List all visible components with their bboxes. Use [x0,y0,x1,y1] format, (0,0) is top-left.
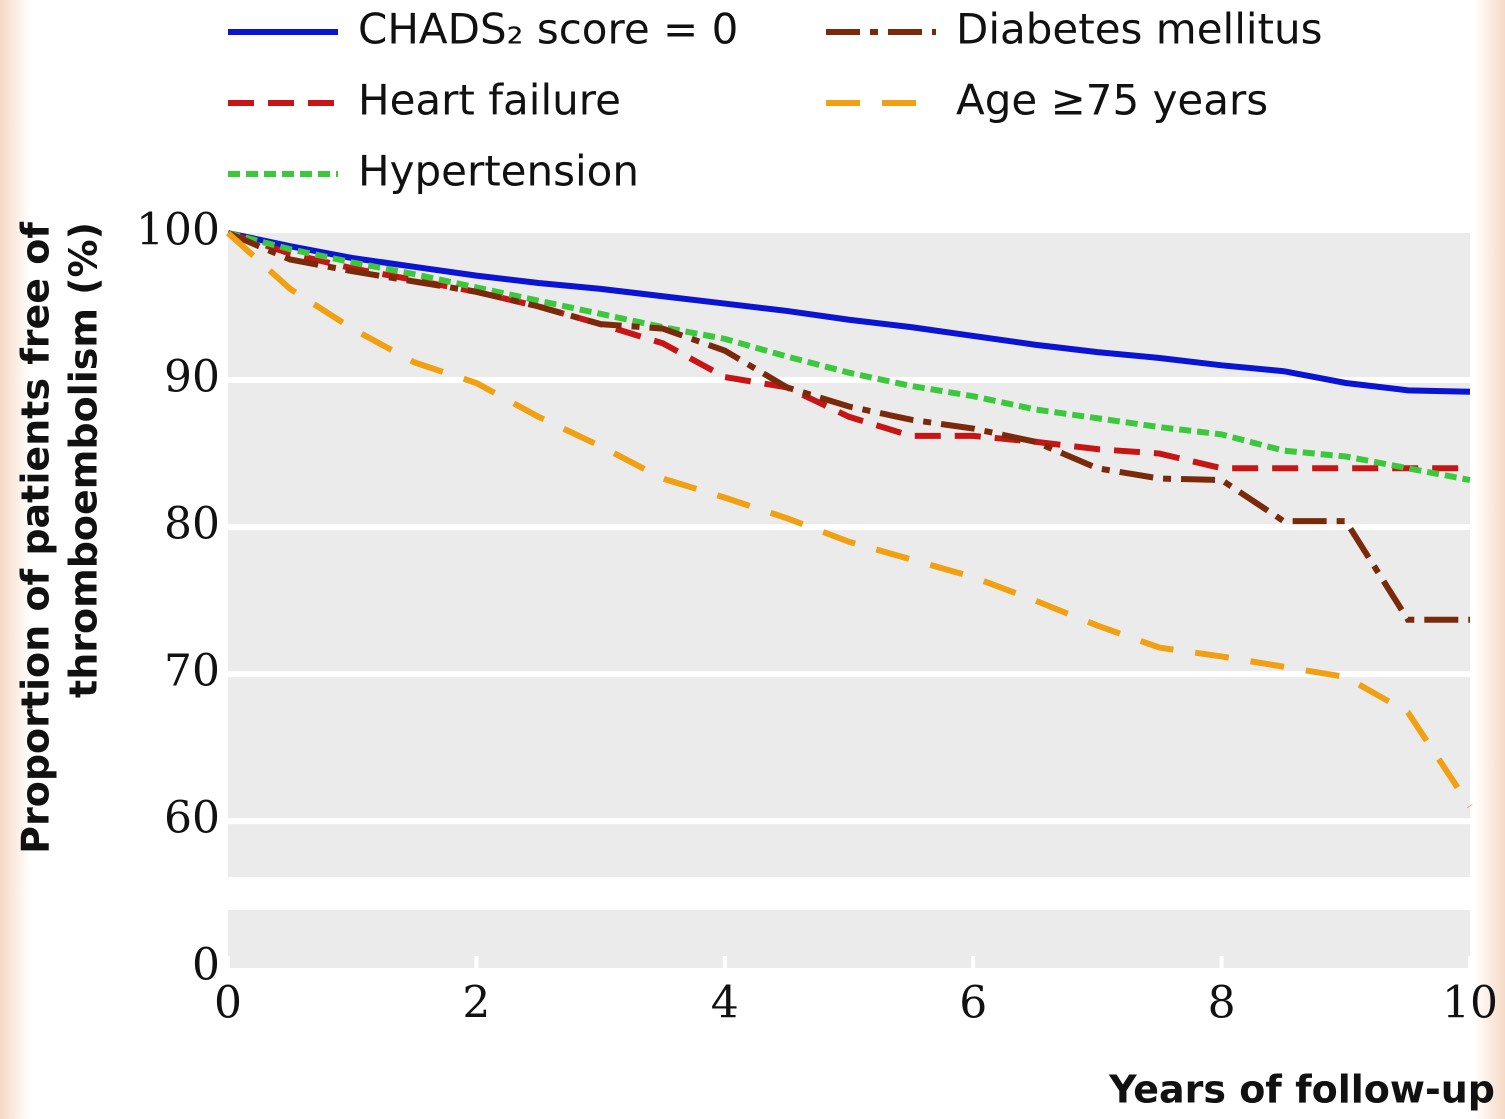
x-axis-title: Years of follow-up [1108,1068,1495,1112]
y-axis-title: thromboembolism (%) [62,222,106,698]
y-axis-title: Proportion of patients free of [14,222,58,854]
plot-panel [228,233,1470,877]
legend-label: Hypertension [358,147,639,196]
series-line [225,230,1473,809]
plot-panel-lower [228,910,1470,968]
series-line [226,230,1470,623]
legend-label: Age ≥75 years [956,76,1268,125]
x-tick-label: 8 [1208,978,1236,1029]
x-tick-label: 6 [959,978,987,1029]
x-tick-label: 0 [214,978,242,1029]
legend-label: CHADS₂ score = 0 [358,5,738,54]
x-tick-label: 10 [1442,978,1498,1029]
y-tick-label: 100 [136,205,220,256]
y-tick-label: 0 [192,940,220,991]
y-tick-label: 80 [164,499,220,550]
series-line [227,230,1471,483]
series-line [227,230,1471,395]
x-tick-label: 4 [711,978,739,1029]
legend-label: Diabetes mellitus [956,5,1323,54]
y-tick-label: 60 [164,793,220,844]
legend-label: Heart failure [358,76,621,125]
x-tick-label: 2 [462,978,490,1029]
y-tick-label: 70 [164,646,220,697]
y-tick-label: 90 [164,352,220,403]
